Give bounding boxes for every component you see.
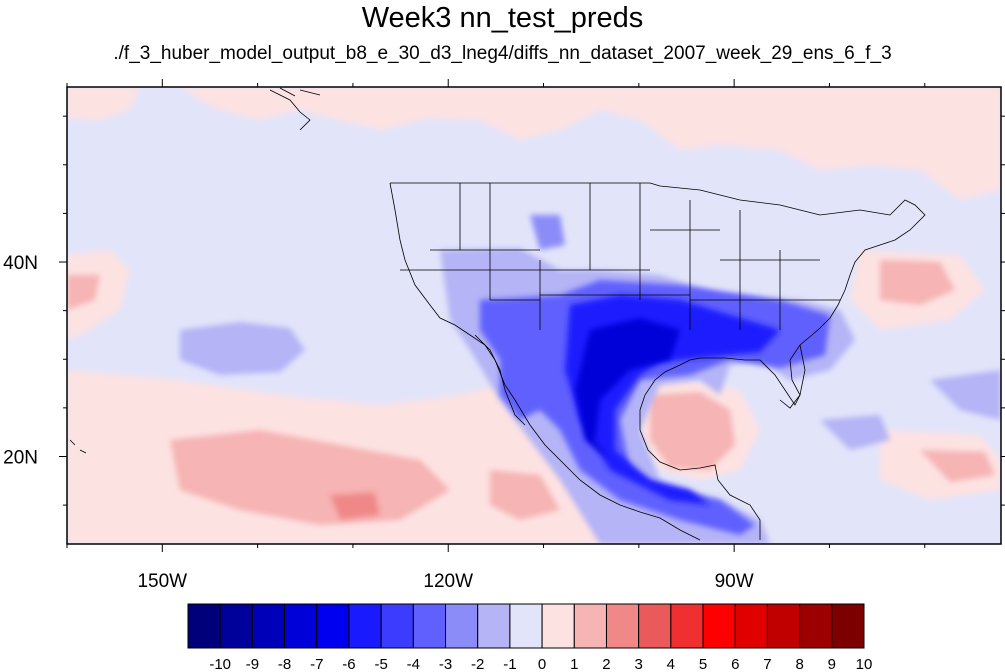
colorbar-swatch (316, 603, 350, 649)
colorbar-swatch (766, 603, 801, 649)
axis-tick-labels: 150W 120W 90W 40N 20N (3, 253, 754, 592)
colorbar-label: 9 (828, 656, 836, 672)
colorbar-label: -10 (209, 656, 231, 672)
colorbar-label: -5 (374, 656, 387, 672)
colorbar-label: 7 (763, 656, 771, 672)
colorbar-swatch (799, 603, 833, 649)
colorbar-label: -3 (439, 656, 452, 672)
colorbar-label: -6 (342, 656, 355, 672)
colorbar-label: 2 (602, 656, 610, 672)
coastlines-and-borders (69, 87, 926, 541)
lon-tick-label: 150W (137, 571, 187, 592)
colorbar-swatch (509, 603, 543, 649)
lon-tick-label: 120W (423, 571, 473, 592)
colorbar-swatch (831, 603, 865, 649)
negative-anomalies-core (575, 318, 680, 460)
colorbar-swatch (251, 603, 286, 649)
colorbar (187, 603, 865, 649)
colorbar-label: 8 (795, 656, 803, 672)
map-plot-area (67, 87, 1001, 544)
colorbar-swatch (445, 603, 479, 649)
colorbar-label: -9 (246, 656, 259, 672)
colorbar-swatch (412, 603, 447, 649)
colorbar-swatch (284, 603, 318, 649)
colorbar-swatch (734, 603, 768, 649)
colorbar-label: 6 (731, 656, 739, 672)
map-title: Week3 nn_test_preds (361, 2, 644, 34)
map-subtitle: ./f_3_huber_model_output_b8_e_30_d3_lneg… (113, 43, 892, 64)
axis-ticks (59, 79, 1005, 552)
positive-anomalies-strong (67, 260, 995, 525)
colorbar-label: -2 (471, 656, 484, 672)
colorbar-swatch (573, 603, 607, 649)
lon-tick-label: 90W (715, 571, 754, 592)
colorbar-label: 0 (538, 656, 546, 672)
colorbar-label: 5 (699, 656, 707, 672)
colorbar-swatch (477, 603, 511, 649)
colorbar-label: 4 (667, 656, 675, 672)
colorbar-swatch (638, 603, 672, 649)
colorbar-labels: -10 -9 -8 -7 -6 -5 -4 -3 -2 -1 0 1 2 3 4 5 6 7 8 9 10 (209, 656, 872, 672)
colorbar-swatch (702, 603, 736, 649)
colorbar-label: 10 (856, 656, 873, 672)
lat-tick-label: 20N (3, 447, 38, 468)
colorbar-swatch (219, 603, 253, 649)
colorbar-label: 1 (570, 656, 578, 672)
lat-tick-label: 40N (3, 253, 38, 274)
colorbar-label: -7 (310, 656, 323, 672)
map-frame (66, 86, 1002, 545)
colorbar-swatch (348, 603, 382, 649)
colorbar-swatch (670, 603, 704, 649)
colorbar-swatch (605, 603, 640, 649)
colorbar-swatch (187, 603, 221, 649)
colorbar-swatch (541, 603, 575, 649)
colorbar-label: -1 (503, 656, 516, 672)
colorbar-label: -8 (278, 656, 291, 672)
colorbar-label: -4 (407, 656, 420, 672)
colorbar-label: 3 (634, 656, 642, 672)
colorbar-swatch (380, 603, 414, 649)
